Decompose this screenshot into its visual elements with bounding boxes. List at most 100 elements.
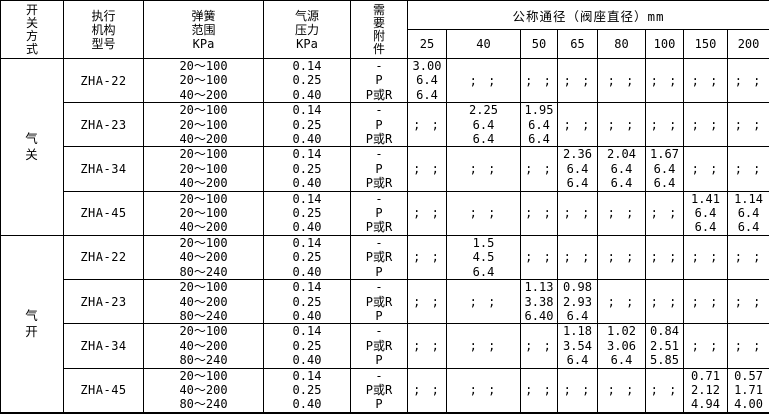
header-size-100: 100 [646,30,684,59]
ditto-cell: ; ; [447,324,521,368]
air-pressure-cell: 0.14 0.25 0.40 [264,103,351,147]
size-value-cell: 1.95 6.4 6.4 [521,103,558,147]
size-value-cell: 1.67 6.4 6.4 [646,147,684,191]
ditto-cell: ; ; [684,103,728,147]
air-pressure-cell: 0.14 0.25 0.40 [264,59,351,103]
ditto-cell: ; ; [558,103,598,147]
accessory-cell: - P P或R [351,191,408,235]
header-air-pressure: 气源 压力 KPa [264,1,351,59]
spring-range-cell: 20～100 20～100 40～200 [144,59,264,103]
accessory-cell: - P P或R [351,59,408,103]
ditto-cell: ; ; [521,147,558,191]
ditto-cell: ; ; [598,191,646,235]
model-cell: ZHA-22 [64,59,144,103]
model-cell: ZHA-45 [64,368,144,413]
header-spring-range: 弹簧 范围 KPa [144,1,264,59]
accessory-cell: - P或R P [351,280,408,324]
header-size-65: 65 [558,30,598,59]
header-accessories: 需 要 附 件 [351,1,408,59]
ditto-cell: ; ; [558,368,598,413]
ditto-cell: ; ; [646,235,684,279]
spring-range-cell: 20～100 40～200 80～240 [144,368,264,413]
spring-range-cell: 20～100 40～200 80～240 [144,280,264,324]
ditto-cell: ; ; [598,235,646,279]
ditto-cell: ; ; [447,147,521,191]
ditto-cell: ; ; [598,280,646,324]
ditto-cell: ; ; [521,191,558,235]
accessory-cell: - P或R P [351,324,408,368]
model-cell: ZHA-23 [64,103,144,147]
spring-range-cell: 20～100 40～200 80～240 [144,324,264,368]
ditto-cell: ; ; [728,103,769,147]
air-pressure-cell: 0.14 0.25 0.40 [264,235,351,279]
ditto-cell: ; ; [521,235,558,279]
ditto-cell: ; ; [684,147,728,191]
air-pressure-cell: 0.14 0.25 0.40 [264,147,351,191]
size-value-cell: 1.5 4.5 6.4 [447,235,521,279]
switch-mode-cell: 气 关 [1,59,64,236]
header-size-50: 50 [521,30,558,59]
size-value-cell: 0.57 1.71 4.00 [728,368,769,413]
ditto-cell: ; ; [598,368,646,413]
size-value-cell: 1.18 3.54 6.4 [558,324,598,368]
ditto-cell: ; ; [558,235,598,279]
ditto-cell: ; ; [408,368,447,413]
air-pressure-cell: 0.14 0.25 0.40 [264,280,351,324]
spring-range-cell: 20～100 20～100 40～200 [144,103,264,147]
model-cell: ZHA-34 [64,324,144,368]
model-cell: ZHA-45 [64,191,144,235]
size-value-cell: 1.41 6.4 6.4 [684,191,728,235]
ditto-cell: ; ; [521,324,558,368]
ditto-cell: ; ; [728,59,769,103]
ditto-cell: ; ; [408,103,447,147]
ditto-cell: ; ; [646,280,684,324]
spring-range-cell: 20～100 20～100 40～200 [144,147,264,191]
ditto-cell: ; ; [521,368,558,413]
ditto-cell: ; ; [684,280,728,324]
ditto-cell: ; ; [684,324,728,368]
size-value-cell: 1.14 6.4 6.4 [728,191,769,235]
ditto-cell: ; ; [447,280,521,324]
size-value-cell: 0.84 2.51 5.85 [646,324,684,368]
header-size-150: 150 [684,30,728,59]
ditto-cell: ; ; [408,147,447,191]
switch-mode-cell: 气 开 [1,235,64,412]
ditto-cell: ; ; [728,147,769,191]
ditto-cell: ; ; [684,59,728,103]
size-value-cell: 0.98 2.93 6.4 [558,280,598,324]
size-value-cell: 2.36 6.4 6.4 [558,147,598,191]
ditto-cell: ; ; [728,280,769,324]
ditto-cell: ; ; [558,59,598,103]
ditto-cell: ; ; [408,280,447,324]
ditto-cell: ; ; [447,191,521,235]
ditto-cell: ; ; [646,59,684,103]
header-switch-mode: 开 关 方 式 [1,1,64,59]
size-value-cell: 1.13 3.38 6.40 [521,280,558,324]
size-value-cell: 2.04 6.4 6.4 [598,147,646,191]
air-pressure-cell: 0.14 0.25 0.40 [264,368,351,413]
air-pressure-cell: 0.14 0.25 0.40 [264,191,351,235]
ditto-cell: ; ; [598,59,646,103]
ditto-cell: ; ; [447,59,521,103]
size-value-cell: 1.02 3.06 6.4 [598,324,646,368]
ditto-cell: ; ; [408,324,447,368]
ditto-cell: ; ; [728,235,769,279]
header-actuator-model: 执行 机构 型号 [64,1,144,59]
ditto-cell: ; ; [558,191,598,235]
header-size-80: 80 [598,30,646,59]
ditto-cell: ; ; [646,191,684,235]
air-pressure-cell: 0.14 0.25 0.40 [264,324,351,368]
accessory-cell: - P P或R [351,147,408,191]
model-cell: ZHA-23 [64,280,144,324]
size-value-cell: 2.25 6.4 6.4 [447,103,521,147]
size-value-cell: 0.71 2.12 4.94 [684,368,728,413]
